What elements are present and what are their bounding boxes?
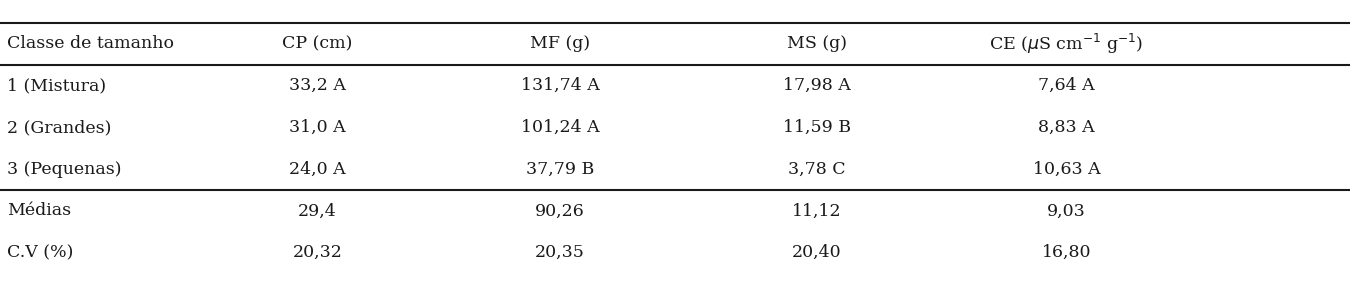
- Text: 10,63 A: 10,63 A: [1033, 161, 1100, 178]
- Text: 131,74 A: 131,74 A: [521, 77, 599, 94]
- Text: 24,0 A: 24,0 A: [289, 161, 346, 178]
- Text: Classe de tamanho: Classe de tamanho: [7, 35, 174, 52]
- Text: C.V (%): C.V (%): [7, 244, 73, 261]
- Text: 90,26: 90,26: [536, 202, 585, 219]
- Text: 20,32: 20,32: [293, 244, 342, 261]
- Text: 29,4: 29,4: [298, 202, 336, 219]
- Text: 101,24 A: 101,24 A: [521, 119, 599, 136]
- Text: 17,98 A: 17,98 A: [783, 77, 850, 94]
- Text: MS (g): MS (g): [787, 35, 846, 52]
- Text: 11,12: 11,12: [792, 202, 841, 219]
- Text: 31,0 A: 31,0 A: [289, 119, 346, 136]
- Text: 16,80: 16,80: [1042, 244, 1091, 261]
- Text: 9,03: 9,03: [1048, 202, 1085, 219]
- Text: 7,64 A: 7,64 A: [1038, 77, 1095, 94]
- Text: 3 (Pequenas): 3 (Pequenas): [7, 161, 121, 178]
- Text: CP (cm): CP (cm): [282, 35, 352, 52]
- Text: 20,40: 20,40: [792, 244, 841, 261]
- Text: CE ($\mu$S cm$^{-1}$ g$^{-1}$): CE ($\mu$S cm$^{-1}$ g$^{-1}$): [990, 32, 1143, 56]
- Text: 3,78 C: 3,78 C: [788, 161, 845, 178]
- Text: 2 (Grandes): 2 (Grandes): [7, 119, 111, 136]
- Text: 20,35: 20,35: [536, 244, 585, 261]
- Text: 37,79 B: 37,79 B: [526, 161, 594, 178]
- Text: MF (g): MF (g): [531, 35, 590, 52]
- Text: 33,2 A: 33,2 A: [289, 77, 346, 94]
- Text: 11,59 B: 11,59 B: [783, 119, 850, 136]
- Text: Médias: Médias: [7, 202, 70, 219]
- Text: 1 (Mistura): 1 (Mistura): [7, 77, 105, 94]
- Text: 8,83 A: 8,83 A: [1038, 119, 1095, 136]
